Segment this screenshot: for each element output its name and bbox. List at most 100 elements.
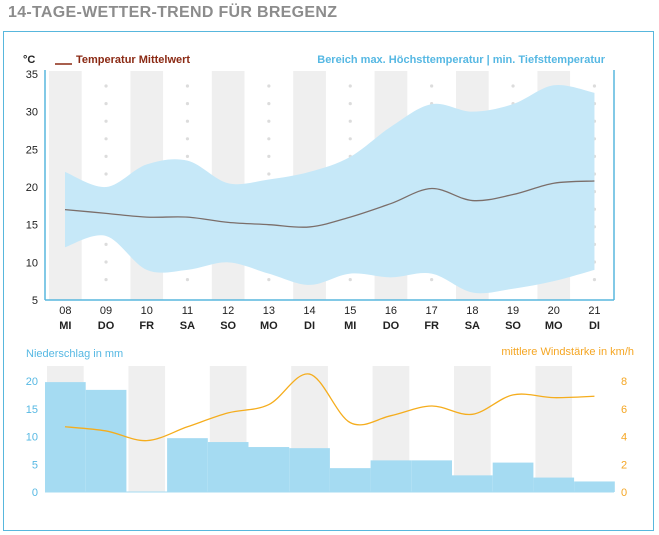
temp-unit-label: °C <box>23 54 35 66</box>
precip-bar <box>370 460 412 492</box>
precip-tick-label: 0 <box>32 487 38 499</box>
precip-bar <box>248 447 290 492</box>
grid-dot <box>267 154 271 158</box>
wind-tick-label: 2 <box>621 459 627 471</box>
date-label: 19 <box>507 305 519 317</box>
date-label: 09 <box>100 305 112 317</box>
chart-frame <box>3 31 654 531</box>
grid-dot <box>104 242 108 246</box>
grid-dot <box>430 278 434 282</box>
precip-bar <box>411 460 452 492</box>
grid-dot <box>104 102 108 106</box>
page-title: 14-TAGE-WETTER-TREND FÜR BREGENZ <box>8 4 338 21</box>
grid-dot <box>185 119 190 123</box>
grid-dot <box>430 84 434 88</box>
date-label: 12 <box>222 305 234 317</box>
grid-dot <box>104 84 108 88</box>
weekday-label: SO <box>220 320 236 332</box>
grid-dot <box>592 278 597 282</box>
weekday-label: DI <box>304 320 315 332</box>
weekday-label: MO <box>260 320 278 332</box>
grid-dot <box>104 119 108 123</box>
grid-dot <box>267 172 271 176</box>
day-band <box>535 366 573 492</box>
precip-bar <box>492 462 534 492</box>
date-label: 14 <box>303 305 315 317</box>
temp-tick-label: 25 <box>26 144 38 156</box>
precip-axis-title: Niederschlag in mm <box>26 348 123 360</box>
precip-bar <box>329 468 371 492</box>
weekday-label: MO <box>545 320 563 332</box>
precip-tick-label: 20 <box>26 376 38 388</box>
grid-dot <box>267 84 271 88</box>
grid-dot <box>348 137 352 141</box>
weekday-label: DO <box>383 320 400 332</box>
precip-bar <box>452 475 493 492</box>
temp-tick-label: 10 <box>26 257 38 269</box>
date-label: 11 <box>182 305 193 317</box>
precip-tick-label: 15 <box>26 404 38 416</box>
grid-dot <box>104 154 108 158</box>
temp-tick-label: 35 <box>26 69 38 81</box>
date-label: 15 <box>344 305 356 317</box>
weekday-label: MI <box>59 320 71 332</box>
weekday-label: MI <box>344 320 356 332</box>
weekday-label: SA <box>180 320 195 332</box>
weekday-label: FR <box>424 320 439 332</box>
wind-tick-label: 4 <box>621 432 627 444</box>
weekday-label: DI <box>589 320 600 332</box>
date-label: 08 <box>59 305 71 317</box>
day-band <box>128 366 166 492</box>
wind-tick-label: 0 <box>621 487 627 499</box>
grid-dot <box>185 278 190 282</box>
weekday-label: DO <box>98 320 115 332</box>
precip-bar <box>85 389 127 492</box>
grid-dot <box>185 84 190 88</box>
temp-tick-label: 5 <box>32 295 38 307</box>
wind-axis-title: mittlere Windstärke in km/h <box>501 346 634 358</box>
grid-dot <box>267 102 271 106</box>
wind-tick-label: 6 <box>621 404 627 416</box>
precip-bar <box>533 477 575 492</box>
precip-tick-label: 10 <box>26 432 38 444</box>
precip-bar <box>574 481 615 492</box>
grid-dot <box>267 278 271 282</box>
grid-dot <box>104 260 108 264</box>
wind-line <box>64 373 595 442</box>
date-label: 16 <box>385 305 397 317</box>
legend-mean-label: Temperatur Mittelwert <box>76 54 190 66</box>
precip-tick-label: 5 <box>32 459 38 471</box>
grid-dot <box>348 84 352 88</box>
precip-bar <box>289 448 330 492</box>
temp-tick-label: 15 <box>26 220 38 232</box>
grid-dot <box>185 102 190 106</box>
precip-bar <box>45 382 86 492</box>
wind-tick-label: 8 <box>621 376 627 388</box>
legend-range-label: Bereich max. Höchsttemperatur | min. Tie… <box>317 54 605 66</box>
date-label: 18 <box>466 305 478 317</box>
precip-bar <box>167 438 208 492</box>
temp-tick-label: 30 <box>26 107 38 119</box>
grid-dot <box>104 137 108 141</box>
weekday-label: FR <box>139 320 154 332</box>
temp-tick-label: 20 <box>26 182 38 194</box>
date-label: 21 <box>588 305 600 317</box>
weekday-label: SA <box>465 320 480 332</box>
grid-dot <box>104 172 108 176</box>
grid-dot <box>348 102 352 106</box>
date-label: 10 <box>141 305 153 317</box>
grid-dot <box>104 278 108 282</box>
day-band <box>454 366 491 492</box>
precip-bar <box>207 442 249 492</box>
grid-dot <box>511 84 515 88</box>
grid-dot <box>185 137 190 141</box>
temperature-range-area <box>65 85 595 294</box>
grid-dot <box>267 119 271 123</box>
grid-dot <box>592 84 597 88</box>
grid-dot <box>348 119 352 123</box>
weekday-label: SO <box>505 320 521 332</box>
grid-dot <box>185 154 190 158</box>
grid-dot <box>267 137 271 141</box>
date-label: 13 <box>263 305 275 317</box>
